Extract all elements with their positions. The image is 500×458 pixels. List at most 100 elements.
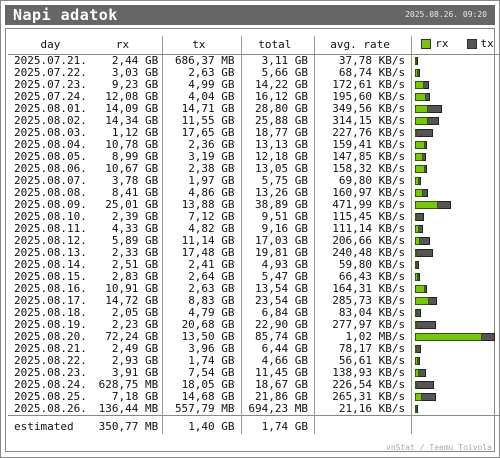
rx-bar-segment <box>415 261 418 269</box>
day-cell: 2025.08.05. <box>14 150 87 163</box>
rx-cell: 10,78 GB <box>105 138 159 151</box>
rx-cell: 2,83 GB <box>111 270 159 283</box>
table-row: 2025.08.18. 2,05 GB 4,79 GB 6,84 GB 83,04 KB… <box>8 307 500 319</box>
total-cell: 13,54 GB <box>240 283 315 295</box>
rate-cell: 240,48 KB/s <box>313 247 412 259</box>
rate-cell: 172,61 KB/s <box>313 79 412 91</box>
rx-bar-segment <box>415 93 427 101</box>
tx-bar-segment <box>426 93 431 101</box>
rx-cell: 1,12 GB <box>111 126 159 139</box>
rate-cell: 115,45 KB/s <box>313 211 412 223</box>
tx-cell: 11,14 GB <box>162 235 242 247</box>
rx-bar-segment <box>415 381 418 389</box>
table-row: 2025.08.23. 3,91 GB 7,54 GB 11,45 GB 138,93 … <box>8 367 500 379</box>
tx-bar-segment <box>419 369 427 377</box>
total-cell: 25,88 GB <box>240 115 315 127</box>
rate-cell: 314,15 KB/s <box>313 115 412 127</box>
rx-bar-segment <box>415 165 426 173</box>
rx-bar-segment <box>415 57 418 65</box>
traffic-bar <box>415 213 500 221</box>
rx-bar-segment <box>415 69 419 77</box>
rx-cell: 2,49 GB <box>111 342 159 355</box>
tx-cell: 2,63 GB <box>162 67 242 79</box>
page-title: Napi adatok <box>13 6 118 24</box>
total-cell: 11,45 GB <box>240 367 315 379</box>
total-cell: 13,05 GB <box>240 163 315 175</box>
table-row: 2025.08.05. 8,99 GB 3,19 GB 12,18 GB 147,85 … <box>8 151 500 163</box>
tx-cell: 17,65 GB <box>162 127 242 139</box>
day-cell: 2025.08.15. <box>14 270 87 283</box>
day-cell: 2025.08.19. <box>14 318 87 331</box>
traffic-bar-cell <box>411 199 500 211</box>
tx-cell: 18,05 GB <box>162 379 242 391</box>
rate-cell: 83,04 KB/s <box>313 307 412 319</box>
traffic-bar-cell <box>411 319 500 331</box>
traffic-bar-cell <box>411 175 500 187</box>
tx-bar-segment <box>419 225 424 233</box>
rx-bar-segment <box>415 153 424 161</box>
total-cell: 5,66 GB <box>240 67 315 79</box>
col-header-tx: tx <box>162 36 242 55</box>
table-row: 2025.08.01. 14,09 GB 14,71 GB 28,80 GB 349,5… <box>8 103 500 115</box>
rate-cell: 226,54 KB/s <box>313 379 412 391</box>
traffic-bar <box>415 357 500 365</box>
traffic-bar <box>415 273 500 281</box>
traffic-bar-cell <box>411 331 500 343</box>
total-cell: 9,16 GB <box>240 223 315 235</box>
title-bar: Napi adatok 2025.08.26. 09:20 <box>5 5 495 25</box>
total-cell: 23,54 GB <box>240 295 315 307</box>
day-cell: 2025.08.14. <box>14 258 87 271</box>
rate-cell: 111,14 KB/s <box>313 223 412 235</box>
col-header-day: day <box>8 36 87 55</box>
rx-bar-segment <box>415 81 425 89</box>
rx-cell: 3,78 GB <box>111 174 159 187</box>
traffic-bar-cell <box>411 103 500 115</box>
tx-cell: 2,41 GB <box>162 259 242 271</box>
total-cell: 9,51 GB <box>240 211 315 223</box>
rx-bar-segment <box>415 285 426 293</box>
table-row: 2025.08.02. 14,34 GB 11,55 GB 25,88 GB 314,1… <box>8 115 500 127</box>
table-row: 2025.08.20. 72,24 GB 13,50 GB 85,74 GB 1,02 … <box>8 331 500 343</box>
total-cell: 4,66 GB <box>240 355 315 367</box>
traffic-bar <box>415 93 500 101</box>
traffic-bar-cell <box>411 139 500 151</box>
tx-bar-segment <box>417 309 422 317</box>
tx-cell: 7,54 GB <box>162 367 242 379</box>
traffic-bar <box>415 309 500 317</box>
table-row: 2025.08.11. 4,33 GB 4,82 GB 9,16 GB 111,14 K… <box>8 223 500 235</box>
traffic-bar <box>415 237 500 245</box>
total-cell: 12,18 GB <box>240 151 315 163</box>
total-cell: 18,77 GB <box>240 127 315 139</box>
tx-cell: 17,48 GB <box>162 247 242 259</box>
traffic-bar <box>415 81 500 89</box>
traffic-bar <box>415 177 500 185</box>
day-cell: 2025.08.01. <box>14 102 87 115</box>
tx-cell: 3,96 GB <box>162 343 242 355</box>
tx-bar-segment <box>420 237 431 245</box>
day-cell: 2025.08.03. <box>14 126 87 139</box>
table-row: 2025.08.17. 14,72 GB 8,83 GB 23,54 GB 285,73… <box>8 295 500 307</box>
traffic-bar <box>415 285 500 293</box>
tx-bar-segment <box>425 285 428 293</box>
total-cell: 6,44 GB <box>240 343 315 355</box>
traffic-bar-cell <box>411 283 500 295</box>
tx-cell: 2,36 GB <box>162 139 242 151</box>
table-header-row: day rx tx total avg. rate rx tx <box>8 36 500 55</box>
tx-cell: 2,64 GB <box>162 271 242 283</box>
day-cell: 2025.08.04. <box>14 138 87 151</box>
rx-bar-segment <box>415 237 421 245</box>
rx-bar-segment <box>415 345 418 353</box>
rx-cell: 2,39 GB <box>111 210 159 223</box>
tx-cell: 2,63 GB <box>162 283 242 295</box>
tx-cell: 11,55 GB <box>162 115 242 127</box>
rx-cell: 72,24 GB <box>105 330 159 343</box>
rx-cell: 136,44 MB <box>98 402 159 415</box>
rx-bar-segment <box>415 213 418 221</box>
rate-cell: 37,78 KB/s <box>313 54 412 67</box>
traffic-bar <box>415 321 500 329</box>
legend: rx tx <box>411 36 500 55</box>
col-header-rate: avg. rate <box>313 36 412 55</box>
table-row: 2025.08.06. 10,67 GB 2,38 GB 13,05 GB 158,32… <box>8 163 500 175</box>
day-cell: 2025.08.11. <box>14 222 87 235</box>
rx-bar-segment <box>415 189 424 197</box>
